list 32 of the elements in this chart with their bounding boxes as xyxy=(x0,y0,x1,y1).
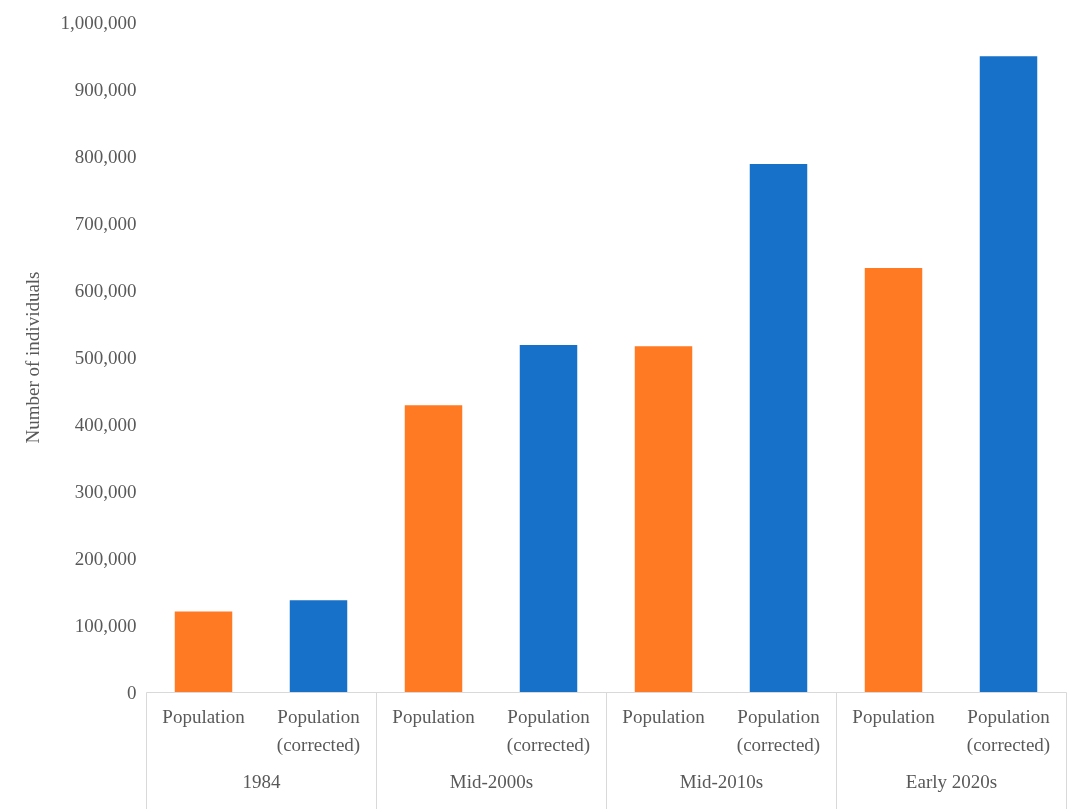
text: Population xyxy=(852,706,935,727)
y-tick-label: 300,000 xyxy=(74,480,137,502)
bar xyxy=(749,164,808,692)
text: Population (corrected) xyxy=(736,706,821,755)
series-label: Population xyxy=(622,706,706,727)
text: Population xyxy=(392,706,475,727)
bar xyxy=(519,344,578,692)
x-tick-label: Early 2020s xyxy=(905,770,998,792)
y-tick-label: 600,000 xyxy=(74,279,137,301)
x-tick-label: Mid-2000s xyxy=(449,770,534,792)
text: Population xyxy=(162,706,245,727)
y-axis-title: Number of individuals xyxy=(21,271,43,444)
x-tick-label: Mid-2010s xyxy=(679,770,764,792)
text: Population (corrected) xyxy=(276,706,361,755)
x-tick-label: 1984 xyxy=(242,770,281,792)
y-tick-label: 0 xyxy=(127,681,137,703)
y-tick-label: 700,000 xyxy=(74,212,137,234)
y-tick-label: 1,000,000 xyxy=(60,11,137,33)
text: Population (corrected) xyxy=(966,706,1051,755)
bar xyxy=(404,405,463,692)
bar xyxy=(174,611,233,692)
series-label: Population (corrected) xyxy=(506,706,591,756)
y-tick-label: 900,000 xyxy=(74,78,137,100)
y-tick-label: 500,000 xyxy=(74,346,137,368)
bar xyxy=(634,346,693,692)
bar xyxy=(864,267,923,692)
bar xyxy=(979,56,1038,692)
bar xyxy=(289,600,348,692)
y-tick-label: 100,000 xyxy=(74,614,137,636)
y-tick-label: 800,000 xyxy=(74,145,137,167)
y-tick-label: 200,000 xyxy=(74,547,137,569)
y-tick-label: 400,000 xyxy=(74,413,137,435)
